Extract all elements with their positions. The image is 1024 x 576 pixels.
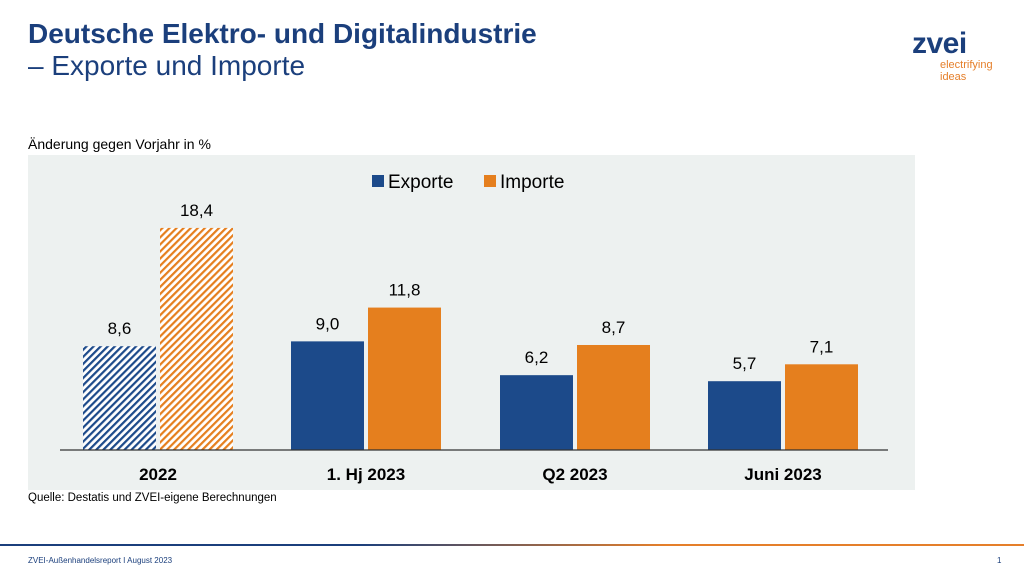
- bar-importe: [577, 344, 650, 450]
- logo-wordmark: zvei: [912, 27, 967, 60]
- data-label: 8,7: [602, 318, 626, 337]
- chart-subtitle: Änderung gegen Vorjahr in %: [28, 136, 211, 152]
- x-tick-label: 1. Hj 2023: [327, 465, 405, 484]
- bar-importe: [160, 227, 233, 450]
- bar-exporte: [291, 341, 364, 450]
- bar-exporte: [83, 346, 156, 450]
- data-label: 7,1: [810, 337, 834, 356]
- footer-text: ZVEI-Außenhandelsreport I August 2023: [28, 556, 173, 565]
- title-line-1: Deutsche Elektro- und Digitalindustrie: [28, 18, 537, 49]
- x-tick-label: 2022: [139, 465, 177, 484]
- page-number: 1: [997, 556, 1002, 565]
- bar-importe: [368, 307, 441, 450]
- legend-swatch-importe: [484, 175, 496, 187]
- bar-importe: [785, 364, 858, 450]
- data-label: 6,2: [525, 348, 549, 367]
- data-label: 18,4: [180, 201, 213, 220]
- x-tick-label: Juni 2023: [744, 465, 822, 484]
- data-label: 5,7: [733, 354, 757, 373]
- legend-label-exporte: Exporte: [388, 172, 453, 193]
- source-note: Quelle: Destatis und ZVEI-eigene Berechn…: [28, 492, 277, 504]
- logo-tagline-2: ideas: [940, 71, 967, 83]
- data-label: 11,8: [389, 281, 421, 300]
- slide-title: Deutsche Elektro- und Digitalindustrie –…: [28, 18, 537, 82]
- footer-rule: [0, 544, 1024, 546]
- logo-tagline-1: electrifying: [940, 59, 993, 71]
- data-label: 8,6: [108, 319, 132, 338]
- title-line-2: – Exporte und Importe: [28, 50, 306, 81]
- x-tick-label: Q2 2023: [542, 465, 607, 484]
- legend-label-importe: Importe: [500, 172, 564, 193]
- data-label: 9,0: [316, 314, 340, 333]
- bar-exporte: [500, 375, 573, 450]
- legend-swatch-exporte: [372, 175, 384, 187]
- bar-exporte: [708, 381, 781, 450]
- zvei-logo: zvei electrifying ideas: [912, 27, 993, 83]
